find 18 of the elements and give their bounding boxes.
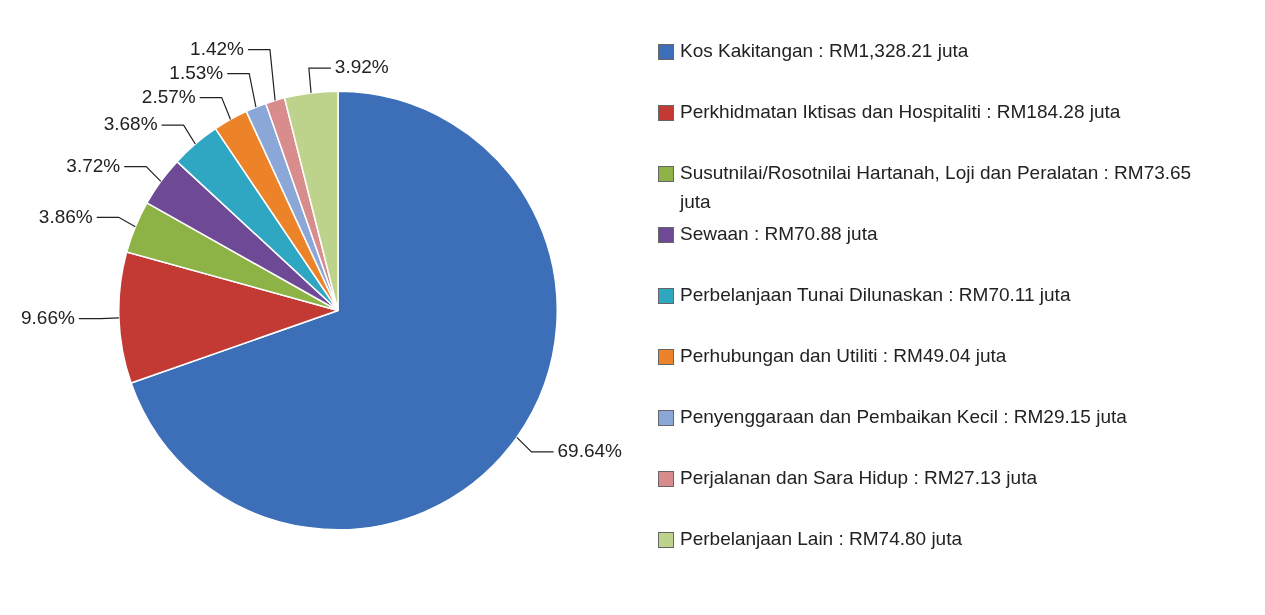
data-label: 3.86%: [38, 205, 93, 227]
legend-label: Perbelanjaan Tunai Dilunaskan : RM70.11 juta: [680, 283, 1071, 307]
legend-label: Perbelanjaan Lain : RM74.80 juta: [680, 527, 963, 551]
data-label: 1.42%: [190, 37, 245, 59]
legend-label: Susutnilai/Rosotnilai Hartanah, Loji dan Peralatan : RM73.65 juta: [680, 161, 1193, 214]
data-label: 3.68%: [103, 113, 158, 135]
legend-label: Perhubungan dan Utiliti : RM49.04 juta: [680, 344, 1007, 368]
data-label: 2.57%: [141, 85, 196, 107]
data-label: 69.64%: [557, 440, 623, 462]
data-label: 1.53%: [169, 61, 224, 83]
data-label: 3.92%: [334, 56, 389, 78]
legend-label: Perkhidmatan Iktisas dan Hospitaliti : RM184.28 juta: [680, 100, 1121, 124]
data-label: 3.72%: [66, 154, 121, 176]
legend-label: Sewaan : RM70.88 juta: [680, 222, 878, 246]
legend-label: Kos Kakitangan : RM1,328.21 juta: [680, 39, 969, 63]
legend-label: Penyenggaraan dan Pembaikan Kecil : RM29.15 juta: [680, 405, 1127, 429]
data-label: 9.66%: [21, 306, 75, 328]
legend-label: Perjalanan dan Sara Hidup : RM27.13 juta: [680, 466, 1038, 490]
